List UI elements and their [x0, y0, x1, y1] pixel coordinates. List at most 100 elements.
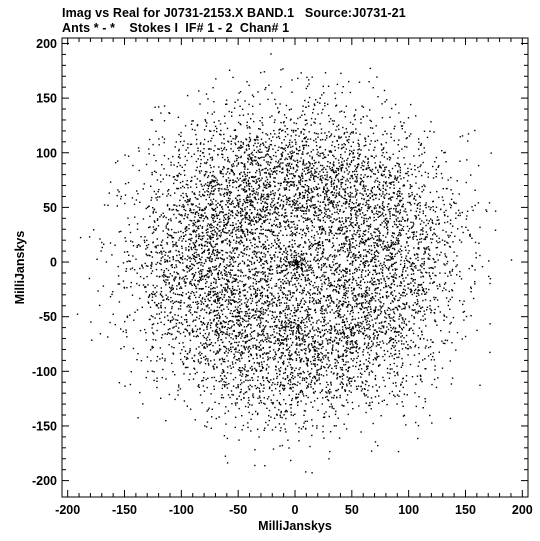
scatter-point — [236, 159, 238, 162]
scatter-point — [228, 69, 231, 71]
scatter-point — [371, 187, 374, 189]
scatter-point — [315, 206, 318, 208]
scatter-point — [367, 327, 369, 330]
scatter-point — [330, 328, 333, 330]
scatter-point — [178, 204, 181, 207]
scatter-point — [226, 168, 229, 170]
scatter-point — [359, 254, 361, 257]
scatter-point — [171, 228, 173, 231]
scatter-point — [317, 243, 320, 246]
scatter-point — [175, 241, 177, 244]
scatter-point — [319, 276, 321, 279]
scatter-point — [331, 225, 333, 228]
scatter-point — [291, 163, 293, 165]
scatter-point — [204, 332, 207, 335]
scatter-point — [278, 246, 280, 248]
scatter-point — [232, 363, 234, 365]
scatter-point — [291, 368, 293, 371]
scatter-point — [276, 299, 279, 302]
scatter-point — [378, 322, 381, 324]
scatter-point — [388, 170, 390, 172]
scatter-point — [412, 304, 414, 306]
scatter-point — [343, 171, 346, 173]
scatter-point — [390, 199, 392, 201]
scatter-point — [195, 234, 198, 236]
scatter-point — [198, 384, 200, 386]
scatter-point — [231, 287, 234, 290]
scatter-point — [350, 287, 353, 289]
scatter-point — [438, 223, 440, 225]
scatter-point — [337, 283, 339, 286]
scatter-point — [266, 262, 269, 265]
scatter-point — [319, 360, 322, 362]
scatter-point — [314, 365, 316, 368]
scatter-point — [307, 315, 309, 317]
scatter-point — [247, 374, 249, 377]
scatter-point — [174, 276, 176, 278]
scatter-point — [319, 164, 322, 167]
scatter-point — [243, 295, 246, 297]
scatter-point — [229, 184, 231, 187]
scatter-point — [200, 264, 202, 266]
scatter-point — [341, 228, 343, 231]
scatter-point — [215, 269, 217, 271]
scatter-point — [306, 314, 309, 316]
scatter-point — [298, 135, 300, 137]
scatter-point — [195, 251, 197, 254]
scatter-point — [380, 307, 382, 309]
scatter-point — [368, 149, 370, 151]
scatter-point — [219, 218, 221, 221]
scatter-point — [267, 186, 270, 188]
scatter-point — [199, 165, 201, 168]
scatter-point — [202, 152, 205, 154]
scatter-point — [329, 320, 331, 322]
scatter-point — [180, 301, 182, 304]
scatter-point — [253, 268, 256, 270]
scatter-point — [280, 86, 282, 88]
scatter-point — [356, 217, 358, 219]
scatter-point — [137, 193, 139, 195]
scatter-point — [293, 240, 296, 242]
scatter-point — [210, 216, 213, 218]
scatter-point — [223, 167, 225, 169]
scatter-point — [349, 351, 351, 353]
scatter-point — [327, 284, 329, 286]
scatter-point — [349, 263, 351, 265]
scatter-point — [390, 326, 392, 329]
scatter-point — [457, 214, 459, 217]
scatter-point — [333, 285, 335, 287]
scatter-point — [272, 402, 275, 404]
scatter-point — [256, 294, 258, 297]
scatter-point — [192, 224, 194, 227]
scatter-point — [306, 219, 309, 221]
scatter-point — [247, 184, 250, 186]
scatter-point — [240, 162, 242, 164]
scatter-point — [235, 358, 238, 361]
scatter-point — [249, 379, 251, 381]
scatter-point — [308, 267, 310, 269]
scatter-point — [161, 295, 163, 297]
scatter-point — [348, 383, 351, 385]
scatter-point — [220, 297, 222, 299]
scatter-point — [227, 394, 230, 396]
scatter-point — [308, 161, 311, 164]
scatter-point — [190, 143, 193, 145]
scatter-point — [373, 193, 375, 196]
scatter-point — [317, 113, 319, 115]
scatter-point — [307, 274, 309, 276]
scatter-point — [409, 202, 411, 204]
scatter-point — [196, 307, 199, 310]
scatter-point — [200, 142, 202, 144]
scatter-point — [226, 289, 228, 291]
scatter-point — [263, 334, 265, 337]
scatter-point — [425, 231, 428, 233]
scatter-point — [272, 382, 274, 384]
scatter-point — [260, 271, 262, 274]
scatter-point — [299, 193, 302, 196]
scatter-point — [310, 199, 312, 201]
scatter-point — [374, 295, 377, 297]
scatter-point — [192, 301, 194, 303]
scatter-point — [372, 386, 374, 388]
scatter-point — [348, 154, 351, 156]
scatter-point — [427, 257, 429, 259]
